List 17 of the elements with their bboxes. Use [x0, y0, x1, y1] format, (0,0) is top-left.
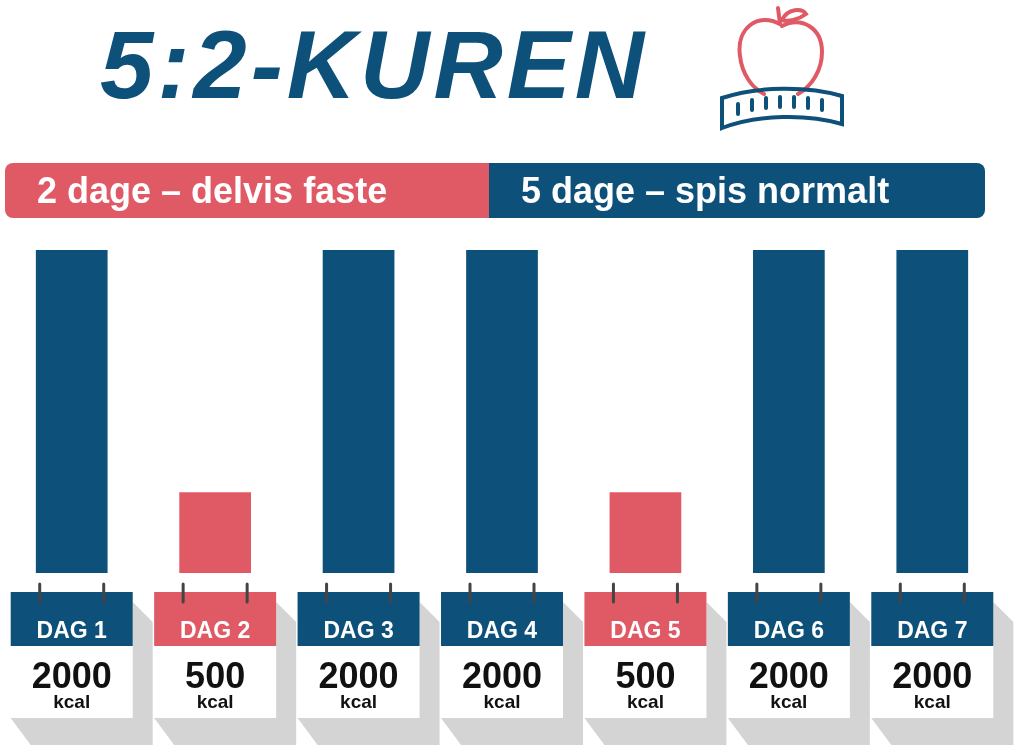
x-tick-label: DAG 3: [323, 617, 394, 643]
x-tick-label: DAG 7: [897, 617, 968, 643]
data-label: 2000 kcal: [31, 655, 112, 712]
text: 2 dage – delvis faste: [5, 163, 489, 218]
data-label: 2000 kcal: [892, 655, 973, 712]
data-label: 500 kcal: [615, 655, 676, 712]
legend-label: 5 dage – spis normalt: [489, 163, 985, 218]
data-label: 2000 kcal: [748, 655, 829, 712]
x-tick-label: DAG 1: [36, 617, 108, 643]
x-tick-label: DAG 5: [610, 617, 681, 643]
data-label: 2000 kcal: [461, 655, 543, 712]
data-label: 2000 kcal: [318, 655, 399, 712]
chart-title: 5:2-KUREN: [100, 10, 649, 120]
x-tick-label: DAG 2: [179, 617, 251, 643]
data-label: 500 kcal: [185, 655, 246, 712]
x-tick-label: DAG 6: [753, 617, 825, 643]
x-tick-label: DAG 4: [466, 617, 538, 643]
